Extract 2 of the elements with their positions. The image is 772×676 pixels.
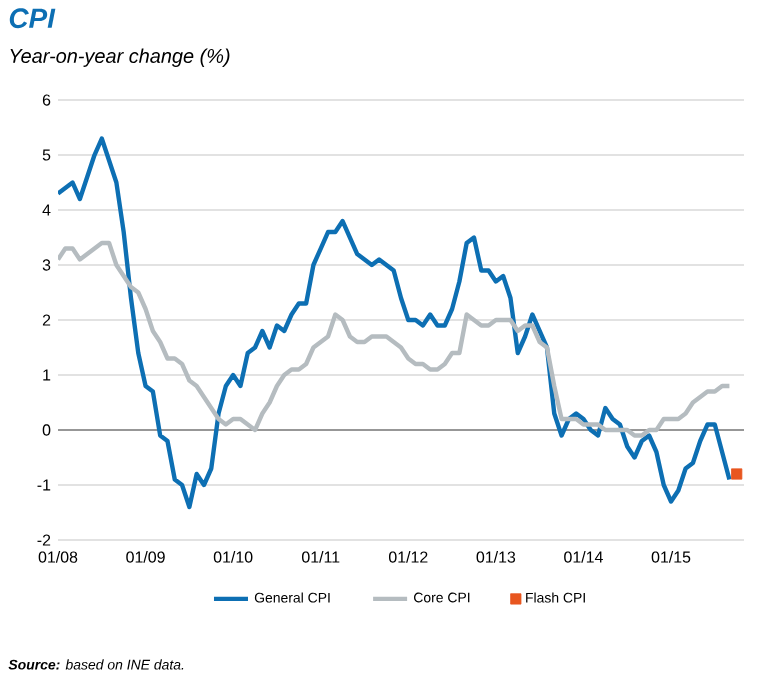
chart-title: CPI	[9, 8, 56, 29]
chart-subtitle: Year-on-year change (%)	[10, 48, 230, 67]
